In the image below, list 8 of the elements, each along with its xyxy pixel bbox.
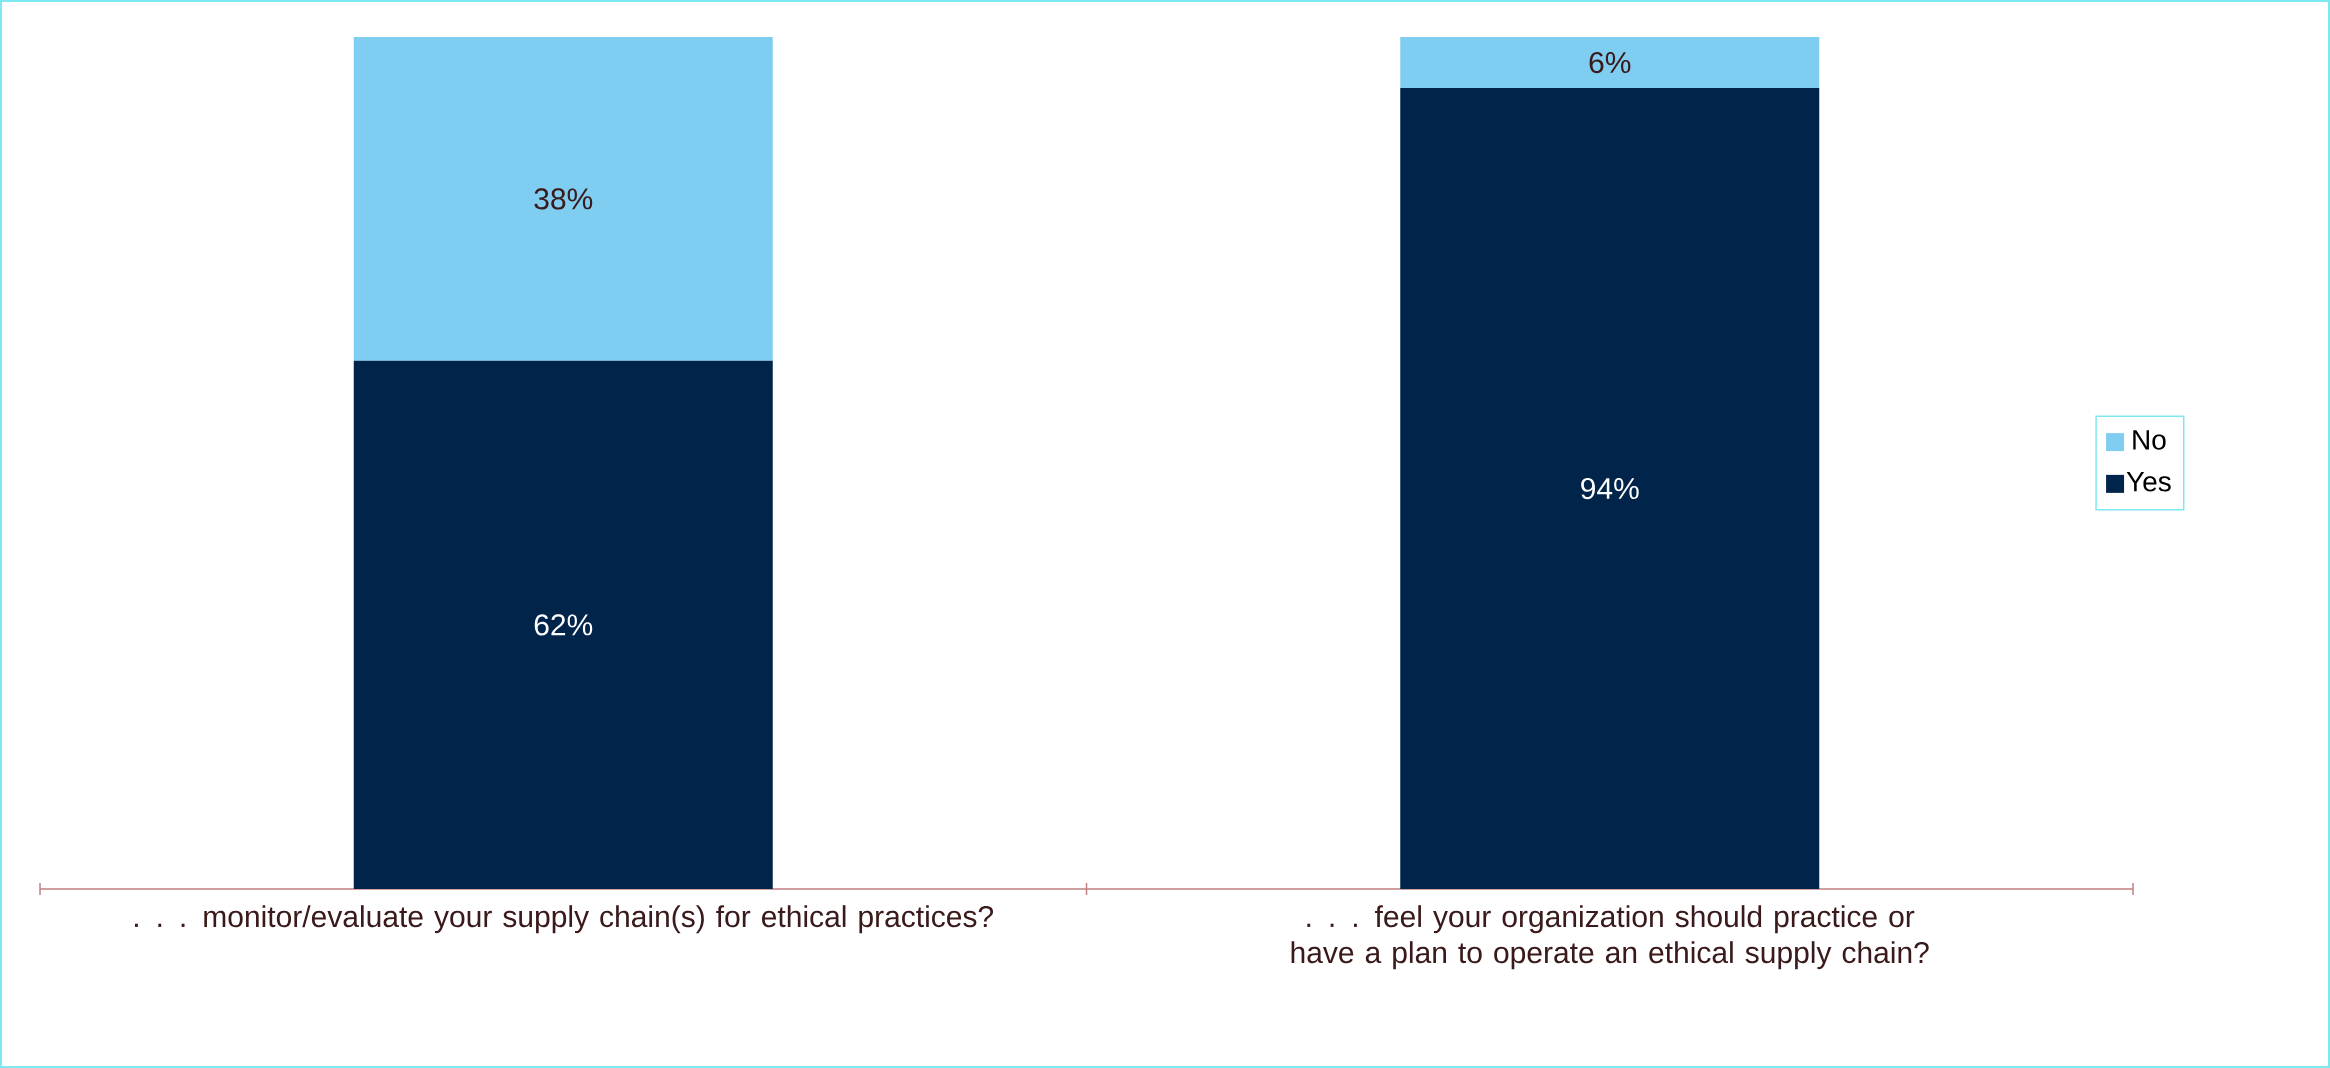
x-tick-label: . . . feel your organization should practice or have a plan to operate an ethical supply chain?	[1291, 905, 1929, 970]
data-label: 6%	[1589, 51, 1631, 74]
legend-label: Yes	[2126, 471, 2171, 492]
data-label: 38%	[534, 188, 593, 210]
x-tick-label: . . . monitor/evaluate your supply chain(s) for ethical practices?	[134, 905, 994, 934]
data-label: 94%	[1581, 477, 1639, 500]
data-label: 62%	[534, 614, 593, 636]
legend-label: No	[2133, 430, 2166, 450]
